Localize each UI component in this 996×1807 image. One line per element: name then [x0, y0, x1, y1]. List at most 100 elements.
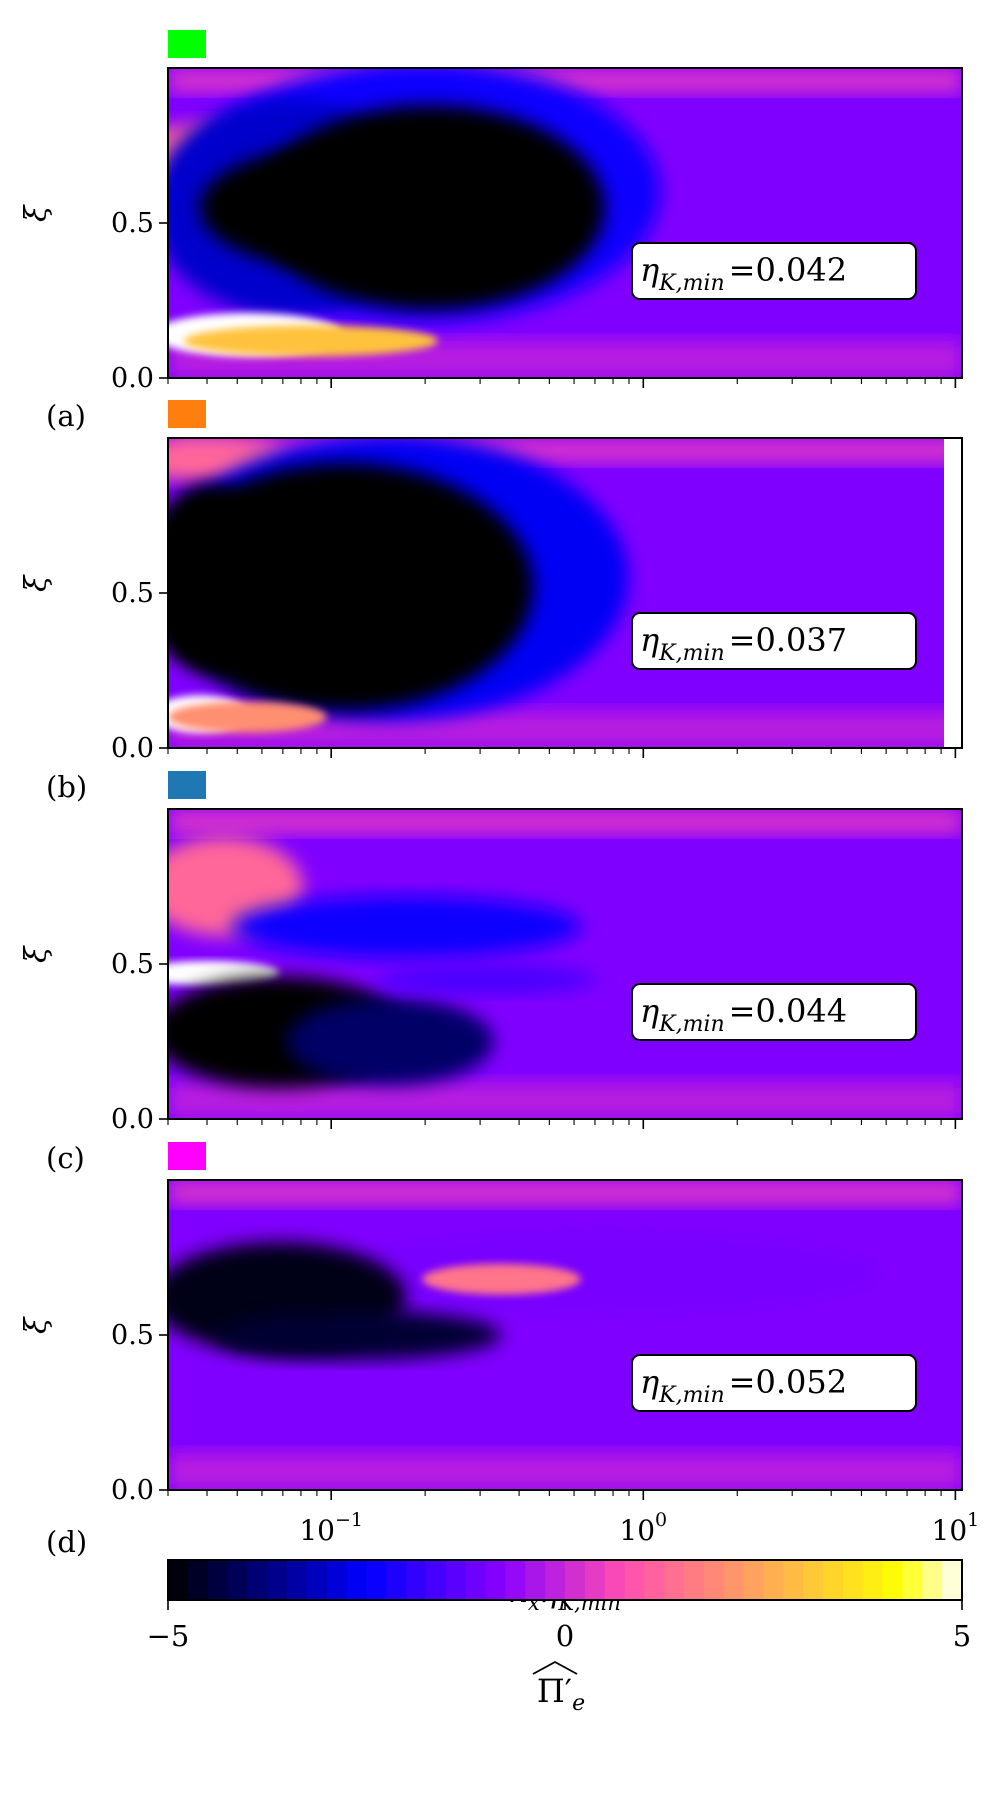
y-tick-label: 0.5: [111, 1320, 154, 1351]
heatmap-blob-6: [168, 701, 327, 733]
case-color-marker: [168, 400, 206, 428]
colorbar-level: [287, 1560, 308, 1600]
colorbar-level: [465, 1560, 487, 1600]
colorbar-level: [743, 1560, 765, 1600]
x-tick-label: 10−1: [299, 1509, 363, 1547]
colorbar-tick-label: −5: [147, 1619, 190, 1653]
colorbar-level: [584, 1560, 606, 1600]
case-color-marker: [168, 1142, 206, 1170]
annotation-box: [631, 242, 917, 300]
colorbar-level: [684, 1560, 705, 1600]
colorbar-level: [862, 1560, 884, 1600]
panel-letter: (d): [46, 1525, 87, 1559]
colorbar-level: [803, 1560, 824, 1600]
annotation-text: ηK,min =0.037: [640, 621, 847, 666]
y-axis-label: ξ: [19, 204, 54, 222]
colorbar-level: [723, 1560, 745, 1600]
colorbar-level: [306, 1560, 328, 1600]
colorbar-level: [922, 1560, 943, 1600]
heatmap-blob-4: [422, 1263, 581, 1295]
colorbar-level: [882, 1560, 904, 1600]
y-tick-label: 0.0: [111, 733, 154, 764]
colorbar-level: [168, 1560, 189, 1600]
colorbar-level: [763, 1560, 784, 1600]
heatmap-blob-5: [287, 998, 494, 1085]
colorbar-level: [942, 1560, 963, 1600]
colorbar-level: [207, 1560, 229, 1600]
heatmap-field: [168, 438, 962, 748]
colorbar-level: [346, 1560, 368, 1600]
heatmap-band: [168, 809, 962, 834]
y-axis-label: ξ: [19, 1316, 54, 1334]
heatmap-band: [168, 1180, 962, 1205]
heatmap-field: [168, 809, 962, 1119]
colorbar-level: [227, 1560, 248, 1600]
colorbar-level: [565, 1560, 586, 1600]
y-tick-label: 0.0: [111, 363, 154, 394]
colorbar-level: [247, 1560, 268, 1600]
case-color-marker: [168, 30, 206, 58]
panel-letter: (b): [46, 770, 87, 804]
colorbar-level: [703, 1560, 725, 1600]
heatmap-band: [168, 1081, 962, 1119]
panel-2: 0.0 0.5 ξ (a) ηK,min =0.037: [19, 399, 963, 764]
colorbar-level: [267, 1560, 288, 1600]
colorbar-level: [624, 1560, 645, 1600]
y-axis-label: ξ: [19, 574, 54, 592]
y-tick-label: 0.0: [111, 1475, 154, 1506]
annotation-text: ηK,min =0.042: [640, 251, 847, 296]
colorbar-level: [485, 1560, 507, 1600]
heatmap-blob-1: [326, 1229, 883, 1317]
colorbar-tick-label: 5: [953, 1619, 971, 1653]
colorbar-level: [326, 1560, 348, 1600]
panel-3: 0.0 0.5 ξ (b) ηK,min =0.044: [19, 770, 963, 1135]
heatmap-blob-2: [231, 895, 581, 958]
colorbar-level: [366, 1560, 387, 1600]
x-tick-label: 100: [619, 1509, 667, 1547]
panels: 0.0 0.5 ξ ηK,min =0.042 0.0 0.5 ξ (a) ηK,min =0.03…: [19, 30, 979, 1615]
colorbar-level: [187, 1560, 209, 1600]
colorbar-tick-label: 0: [556, 1619, 574, 1653]
heatmap-blob-7: [183, 325, 438, 357]
heatmap-blob-6: [374, 964, 597, 995]
colorbar-level: [604, 1560, 626, 1600]
annotation-box: [631, 1354, 917, 1412]
annotation-text: ηK,min =0.044: [640, 992, 847, 1037]
case-color-marker: [168, 771, 206, 799]
colorbar-label: Π′e: [537, 1672, 585, 1716]
heatmap-field: [168, 1180, 962, 1490]
y-tick-label: 0.0: [111, 1104, 154, 1135]
y-tick-label: 0.5: [111, 578, 154, 609]
hat-accent: [532, 1660, 578, 1675]
heatmap-field: [168, 68, 962, 378]
colorbar: −5 0 5 Π′e: [147, 1559, 971, 1716]
heatmap-band: [168, 1452, 962, 1490]
annotation-text: ηK,min =0.052: [640, 1363, 847, 1408]
y-tick-label: 0.5: [111, 949, 154, 980]
panel-1: 0.0 0.5 ξ ηK,min =0.042: [19, 30, 963, 394]
annotation-box: [631, 612, 917, 670]
colorbar-level: [525, 1560, 546, 1600]
y-axis-label: ξ: [19, 945, 54, 963]
colorbar-level: [426, 1560, 447, 1600]
colorbar-level: [644, 1560, 665, 1600]
colorbar-level: [842, 1560, 864, 1600]
panel-letter: (c): [46, 1141, 85, 1175]
colorbar-level: [783, 1560, 804, 1600]
panel-letter: (a): [46, 399, 86, 433]
colorbar-level: [406, 1560, 427, 1600]
heatmap-blob-3: [215, 1310, 502, 1360]
colorbar-level: [545, 1560, 566, 1600]
heatmap-blob-4: [168, 484, 272, 671]
colorbar-level: [823, 1560, 844, 1600]
colorbar-level: [664, 1560, 685, 1600]
y-tick-label: 0.5: [111, 208, 154, 239]
heatmap-blob-5: [199, 145, 486, 270]
colorbar-level: [505, 1560, 526, 1600]
heatmap-blank-strip: [944, 438, 962, 748]
colorbar-level: [902, 1560, 923, 1600]
colorbar-level: [445, 1560, 467, 1600]
colorbar-level: [386, 1560, 407, 1600]
